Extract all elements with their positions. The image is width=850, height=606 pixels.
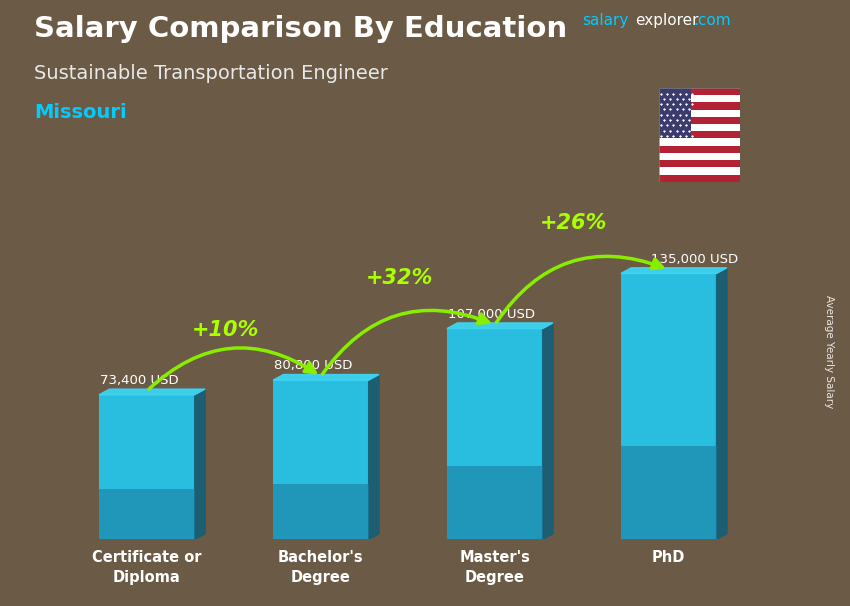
- Bar: [99, 489, 195, 539]
- Polygon shape: [369, 375, 379, 539]
- Text: +10%: +10%: [191, 320, 259, 340]
- Bar: [99, 395, 195, 539]
- Bar: [659, 102, 740, 110]
- Bar: [659, 175, 740, 182]
- Text: +26%: +26%: [540, 213, 607, 233]
- Text: Average Yearly Salary: Average Yearly Salary: [824, 295, 834, 408]
- Text: +32%: +32%: [366, 268, 433, 288]
- Text: .com: .com: [694, 13, 731, 28]
- Bar: [659, 124, 740, 132]
- Bar: [659, 110, 740, 117]
- Bar: [447, 328, 542, 539]
- Text: 135,000 USD: 135,000 USD: [651, 253, 739, 265]
- Polygon shape: [273, 375, 379, 380]
- Bar: [659, 117, 740, 124]
- Bar: [273, 484, 369, 539]
- Bar: [659, 95, 740, 102]
- Bar: [659, 160, 740, 167]
- Text: 107,000 USD: 107,000 USD: [448, 308, 535, 321]
- Bar: [659, 88, 691, 138]
- Text: 80,800 USD: 80,800 USD: [274, 359, 352, 372]
- Polygon shape: [620, 268, 727, 273]
- Polygon shape: [542, 323, 553, 539]
- Polygon shape: [195, 389, 205, 539]
- Polygon shape: [717, 268, 727, 539]
- Text: Salary Comparison By Education: Salary Comparison By Education: [34, 15, 567, 43]
- Polygon shape: [99, 389, 205, 395]
- Polygon shape: [447, 323, 553, 328]
- Bar: [447, 465, 542, 539]
- Bar: [659, 88, 740, 95]
- Bar: [659, 138, 740, 145]
- Bar: [620, 446, 717, 539]
- Bar: [659, 145, 740, 153]
- Bar: [659, 132, 740, 138]
- Text: Sustainable Transportation Engineer: Sustainable Transportation Engineer: [34, 64, 388, 82]
- Bar: [659, 153, 740, 160]
- Bar: [659, 167, 740, 175]
- Bar: [620, 273, 717, 539]
- Text: salary: salary: [582, 13, 629, 28]
- Text: explorer: explorer: [635, 13, 699, 28]
- Bar: [273, 380, 369, 539]
- Text: 73,400 USD: 73,400 USD: [100, 374, 178, 387]
- Text: Missouri: Missouri: [34, 103, 127, 122]
